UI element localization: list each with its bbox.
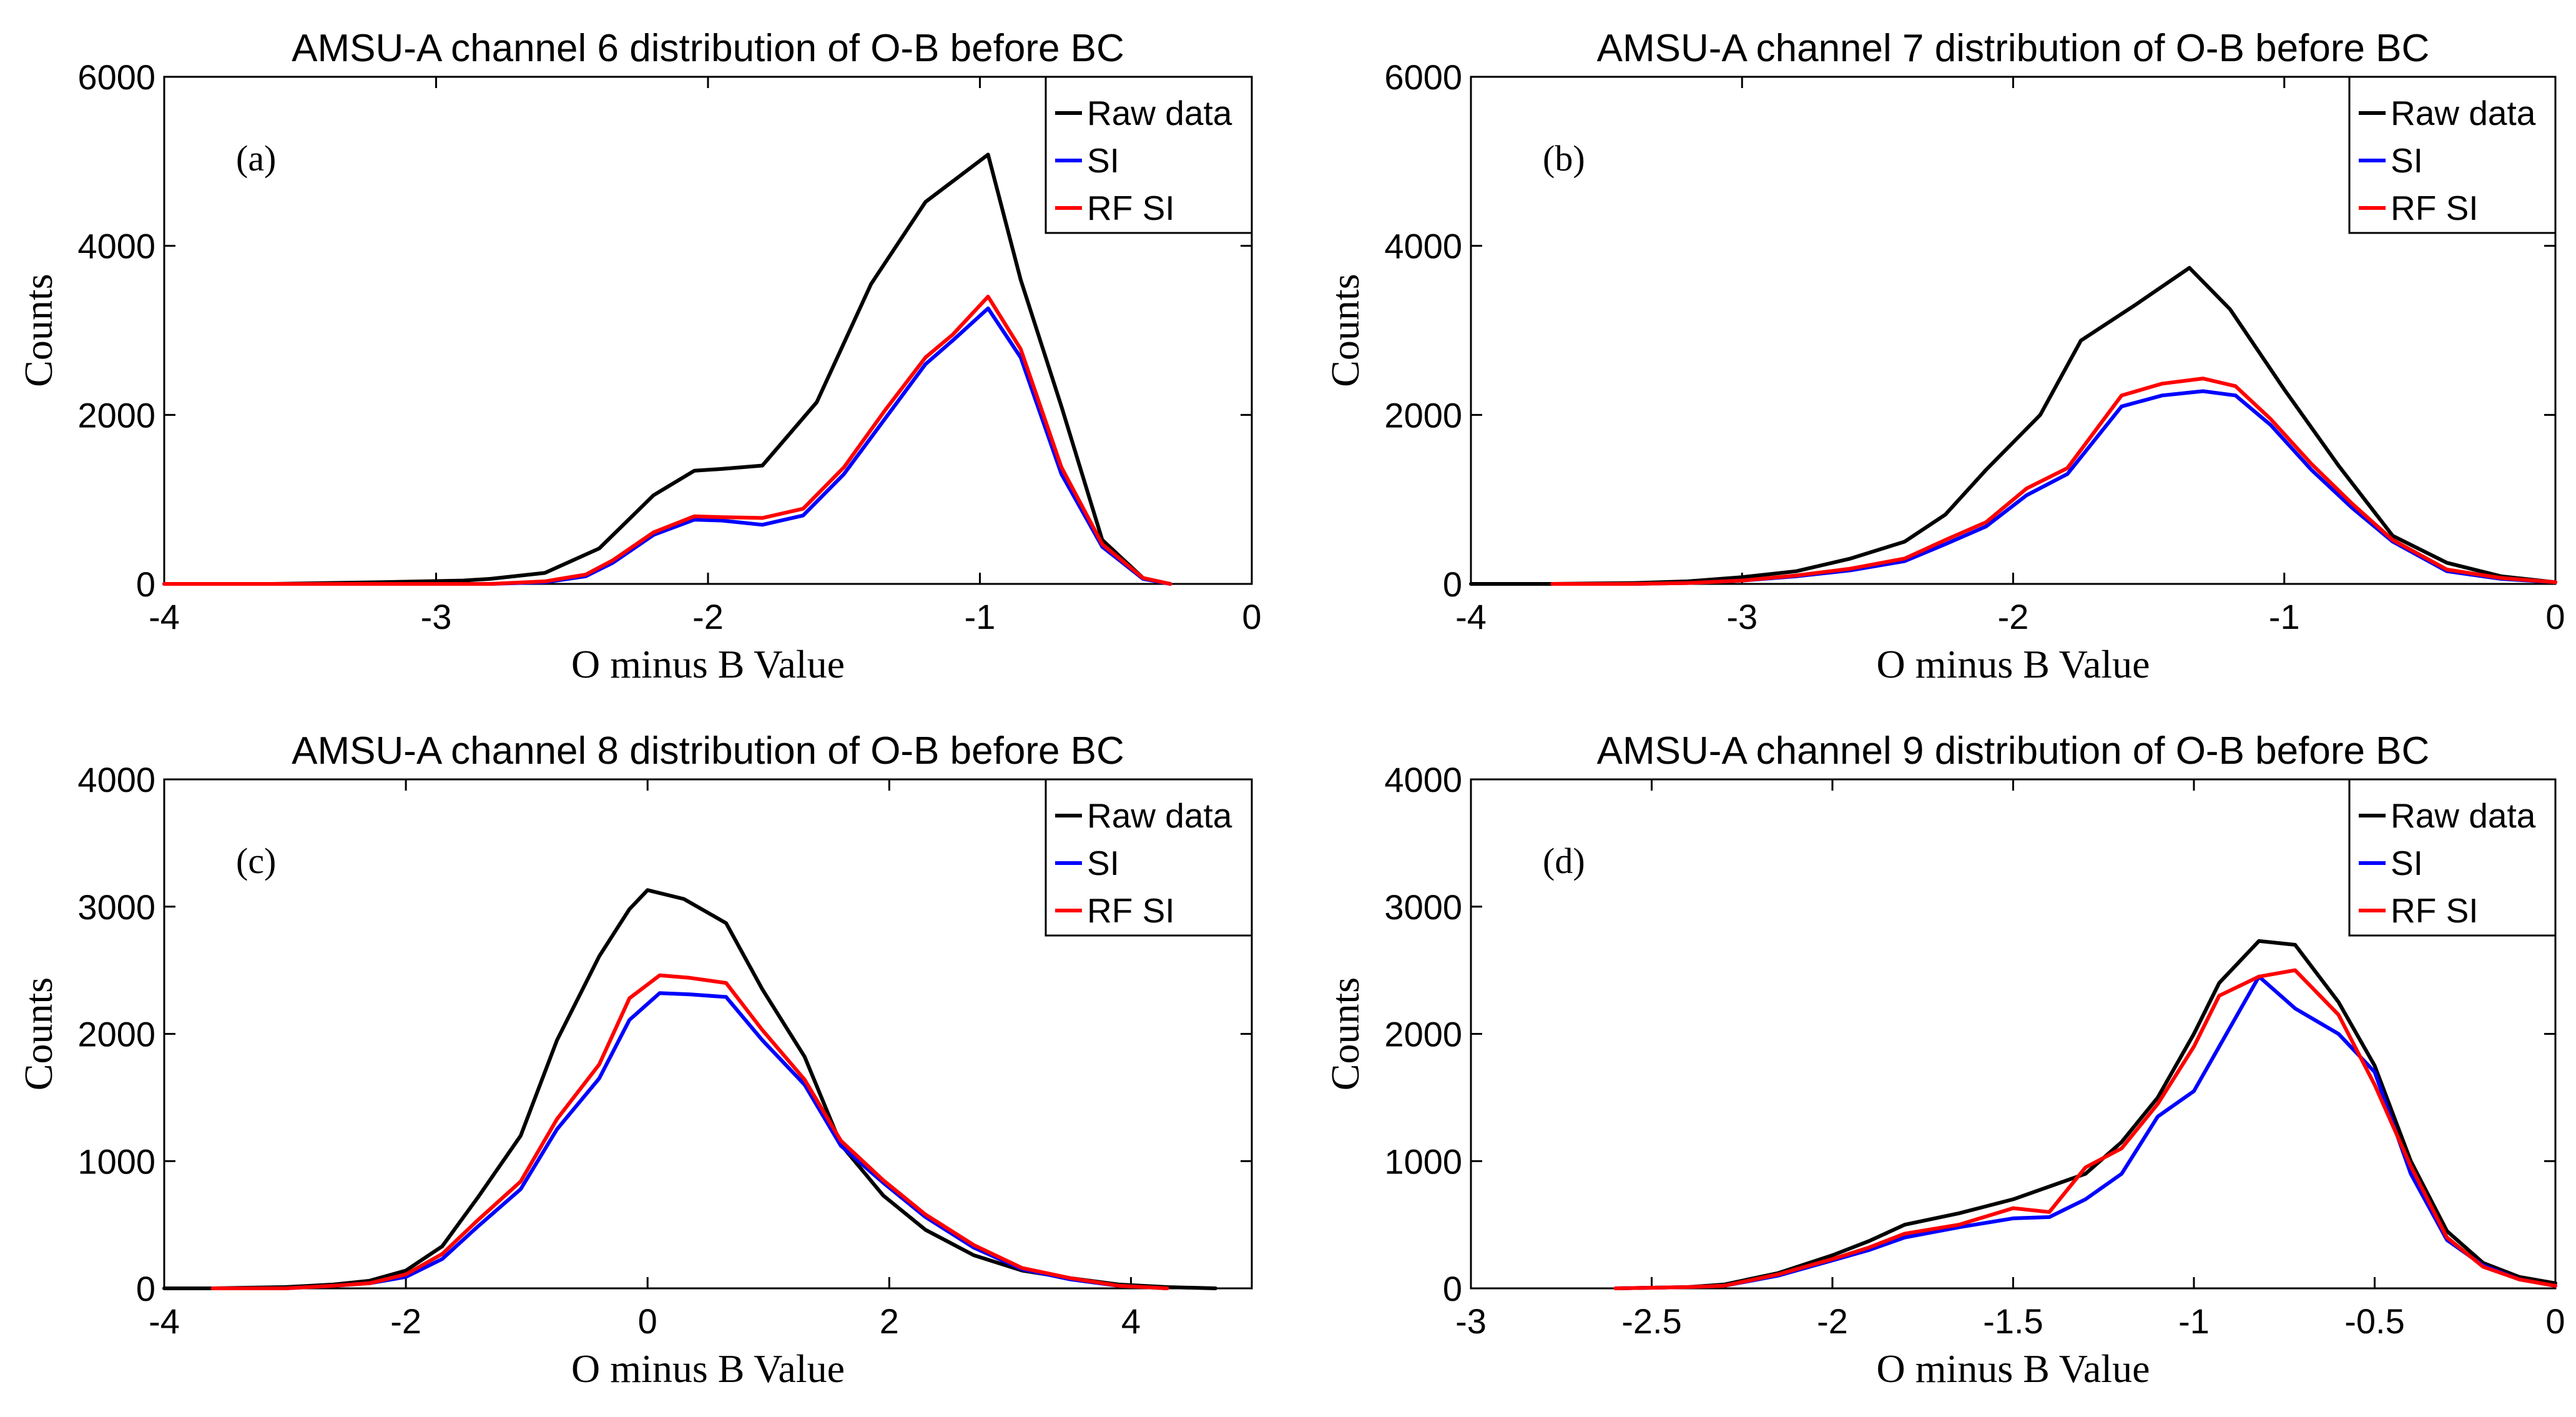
series-line-si — [210, 991, 1169, 1290]
y-tick-label: 2000 — [77, 395, 155, 435]
series-line-si — [1613, 974, 2557, 1290]
x-tick-label: -2 — [390, 1301, 421, 1341]
y-tick-label: 0 — [1443, 565, 1462, 604]
legend-entry: SI — [1087, 141, 1119, 180]
x-tick-label: 0 — [2545, 1301, 2565, 1341]
x-tick-label: -3 — [421, 597, 452, 636]
y-tick-label: 0 — [136, 1269, 155, 1308]
series-line-rf-si — [1550, 377, 2557, 586]
x-tick-label: 2 — [880, 1301, 899, 1341]
chart-panel-1: AMSU-A channel 6 distribution of O-B bef… — [16, 27, 1262, 686]
chart-panel-4: AMSU-A channel 9 distribution of O-B bef… — [1323, 729, 2565, 1391]
legend-entry: Raw data — [2391, 94, 2536, 132]
x-tick-label: -3 — [1726, 597, 1757, 636]
x-tick-label: 4 — [1121, 1301, 1141, 1341]
chart-title: AMSU-A channel 7 distribution of O-B bef… — [1597, 27, 2430, 70]
x-tick-label: -1 — [2269, 597, 2300, 636]
x-tick-label: 0 — [2545, 597, 2565, 636]
x-tick-label: -1 — [2178, 1301, 2210, 1341]
legend-entry: Raw data — [1087, 94, 1232, 132]
x-tick-label: -4 — [149, 1301, 180, 1341]
y-tick-label: 3000 — [1384, 887, 1462, 927]
y-axis-label: Counts — [1323, 274, 1367, 387]
x-axis-label: O minus B Value — [1877, 1346, 2150, 1391]
chart-title: AMSU-A channel 6 distribution of O-B bef… — [292, 27, 1124, 70]
y-tick-label: 0 — [136, 565, 155, 604]
panel-label: (d) — [1543, 841, 1585, 881]
x-tick-label: 0 — [638, 1301, 657, 1341]
panel-label: (b) — [1543, 138, 1585, 179]
legend: Raw data SI RF SI — [2348, 778, 2557, 937]
y-tick-label: 2000 — [1384, 1015, 1462, 1054]
y-tick-label: 6000 — [1384, 57, 1462, 97]
series-line-rf-si — [162, 294, 1172, 586]
x-axis-label: O minus B Value — [571, 642, 845, 686]
legend-entry: RF SI — [1087, 891, 1175, 930]
y-tick-label: 2000 — [77, 1015, 155, 1054]
y-axis-label: Counts — [16, 274, 61, 387]
legend-entry: RF SI — [2391, 189, 2479, 227]
panel-label: (c) — [236, 841, 276, 881]
y-tick-label: 0 — [1443, 1269, 1462, 1308]
chart-title: AMSU-A channel 8 distribution of O-B bef… — [292, 729, 1124, 773]
x-tick-label: -4 — [149, 597, 180, 636]
x-tick-label: -2.5 — [1621, 1301, 1682, 1341]
legend: Raw data SI RF SI — [2348, 76, 2557, 234]
x-axis-label: O minus B Value — [571, 1346, 845, 1391]
panel-label: (a) — [236, 138, 276, 179]
y-tick-label: 4000 — [77, 227, 155, 266]
legend-entry: RF SI — [1087, 189, 1175, 227]
y-axis-label: Counts — [1323, 977, 1367, 1090]
x-tick-label: -2 — [1817, 1301, 1848, 1341]
x-tick-label: 0 — [1242, 597, 1261, 636]
x-tick-label: -1.5 — [1983, 1301, 2043, 1341]
x-tick-label: -2 — [1998, 597, 2029, 636]
series-line-raw-data — [162, 888, 1217, 1290]
legend: Raw data SI RF SI — [1045, 778, 1253, 937]
legend-entry: SI — [1087, 844, 1119, 882]
y-tick-label: 2000 — [1384, 395, 1462, 435]
y-tick-label: 6000 — [77, 57, 155, 97]
legend: Raw data SI RF SI — [1045, 76, 1253, 234]
series-line-si — [1550, 389, 2557, 586]
x-tick-label: -3 — [1455, 1301, 1487, 1341]
x-tick-label: -1 — [965, 597, 996, 636]
legend-entry: RF SI — [2391, 891, 2479, 930]
series-line-rf-si — [1613, 968, 2557, 1290]
x-tick-label: -4 — [1455, 597, 1487, 636]
series-line-raw-data — [162, 152, 1172, 586]
x-axis-label: O minus B Value — [1877, 642, 2150, 686]
x-tick-label: -0.5 — [2344, 1301, 2405, 1341]
series-line-raw-data — [1613, 939, 2557, 1290]
x-tick-label: -2 — [692, 597, 724, 636]
y-tick-label: 4000 — [77, 760, 155, 799]
y-tick-label: 3000 — [77, 887, 155, 927]
chart-panel-2: AMSU-A channel 7 distribution of O-B bef… — [1323, 27, 2565, 686]
y-tick-label: 1000 — [1384, 1142, 1462, 1181]
legend-entry: Raw data — [1087, 796, 1232, 835]
y-tick-label: 4000 — [1384, 227, 1462, 266]
legend-entry: SI — [2391, 141, 2423, 180]
legend-entry: Raw data — [2391, 796, 2536, 835]
y-axis-label: Counts — [16, 977, 61, 1090]
legend-entry: SI — [2391, 844, 2423, 882]
y-tick-label: 1000 — [77, 1142, 155, 1181]
chart-panel-3: AMSU-A channel 8 distribution of O-B bef… — [16, 729, 1253, 1391]
chart-title: AMSU-A channel 9 distribution of O-B bef… — [1597, 729, 2430, 773]
series-line-raw-data — [1469, 265, 2557, 586]
y-tick-label: 4000 — [1384, 760, 1462, 799]
series-line-rf-si — [210, 973, 1169, 1290]
